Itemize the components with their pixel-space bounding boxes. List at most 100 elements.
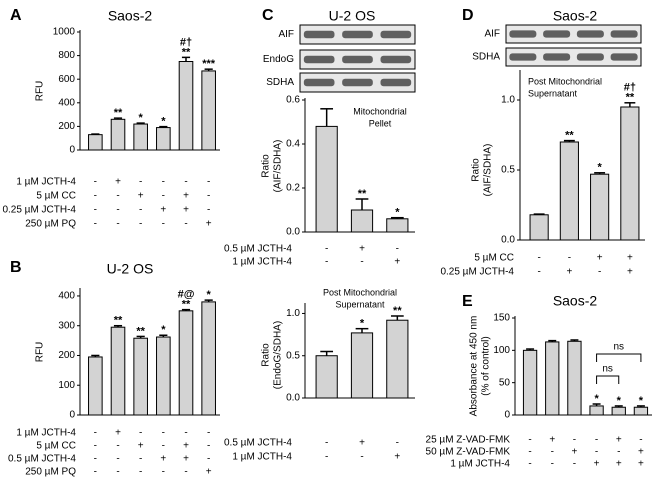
bar xyxy=(110,326,126,416)
blot-band xyxy=(509,53,537,61)
bar xyxy=(178,61,194,151)
condition-sign: - xyxy=(325,257,328,268)
condition-label: 5 µM CC xyxy=(36,441,76,452)
bar xyxy=(620,106,640,241)
significance: ** xyxy=(182,299,191,311)
blot-band xyxy=(342,30,373,39)
y-tick-label: 0.5 xyxy=(286,350,300,361)
bar xyxy=(386,218,409,233)
significance: ** xyxy=(393,305,402,317)
significance: #† xyxy=(624,82,636,94)
bar xyxy=(633,406,649,416)
condition-sign: - xyxy=(94,219,97,230)
y-tick-label: 0.2 xyxy=(286,183,300,194)
condition-sign: - xyxy=(184,177,187,188)
y-tick-label: 0.0 xyxy=(501,235,515,246)
y-tick-label: 300 xyxy=(58,320,75,331)
panel-title: Saos-2 xyxy=(553,8,598,24)
condition-sign: + xyxy=(183,454,189,465)
condition-sign: - xyxy=(139,428,142,439)
y-axis-label: Ratio xyxy=(261,343,272,367)
bar xyxy=(611,406,626,416)
condition-sign: - xyxy=(184,219,187,230)
bar xyxy=(559,141,579,241)
annotation: Pellet xyxy=(369,118,392,128)
condition-sign: - xyxy=(325,438,328,449)
condition-sign: + xyxy=(597,253,603,264)
condition-sign: - xyxy=(573,435,576,446)
bar xyxy=(567,340,582,416)
y-tick-label: 0 xyxy=(69,410,75,421)
condition-sign: - xyxy=(94,467,97,478)
bar xyxy=(201,70,216,151)
condition-label: 0.5 µM JCTH-4 xyxy=(224,438,292,449)
significance: * xyxy=(617,395,622,407)
y-axis-label: (EndoG/SDHA) xyxy=(273,321,284,389)
y-axis-label: RFU xyxy=(35,342,46,363)
condition-sign: - xyxy=(94,428,97,439)
annotation: Post Mitochondrial xyxy=(323,287,397,297)
condition-sign: - xyxy=(537,267,540,278)
annotation: Supernatant xyxy=(528,88,578,98)
blot-band xyxy=(610,30,638,38)
y-axis-label: Ratio xyxy=(471,158,482,182)
significance: * xyxy=(161,116,166,128)
condition-sign: - xyxy=(116,205,119,216)
condition-sign: - xyxy=(207,191,210,202)
blot xyxy=(505,47,642,67)
condition-label: 0.25 µM JCTH-4 xyxy=(440,267,514,278)
y-axis-label: Ratio xyxy=(261,154,272,178)
blot-band xyxy=(380,55,412,64)
bar xyxy=(156,336,171,416)
condition-sign: - xyxy=(551,447,554,458)
y-tick-label: 0.6 xyxy=(286,95,300,106)
bar xyxy=(133,337,148,416)
panel-title: Saos-2 xyxy=(108,8,153,24)
condition-sign: - xyxy=(325,452,328,463)
blot-band xyxy=(342,55,373,64)
condition-sign: - xyxy=(207,177,210,188)
significance: * xyxy=(639,395,644,407)
condition-label: 1 µM JCTH-4 xyxy=(450,459,510,470)
condition-label: 25 µM Z-VAD-FMK xyxy=(426,435,511,446)
comparison-bracket xyxy=(596,375,620,384)
blot-band xyxy=(303,78,335,87)
condition-sign: + xyxy=(594,459,600,470)
condition-sign: - xyxy=(162,428,165,439)
condition-sign: - xyxy=(94,454,97,465)
condition-sign: - xyxy=(116,454,119,465)
blot-band xyxy=(610,53,638,61)
y-tick-label: 100 xyxy=(493,345,510,356)
blot-band xyxy=(543,53,571,61)
condition-label: 0.5 µM JCTH-4 xyxy=(8,454,76,465)
condition-sign: - xyxy=(94,177,97,188)
y-axis-label: RFU xyxy=(35,81,46,102)
y-tick-label: 200 xyxy=(58,121,75,132)
condition-sign: - xyxy=(528,435,531,446)
blot xyxy=(505,24,642,44)
bar xyxy=(315,125,338,233)
y-axis-label: Absorbance at 450 nm xyxy=(469,316,480,417)
condition-sign: + xyxy=(160,454,166,465)
condition-label: 250 µM PQ xyxy=(25,467,76,478)
condition-sign: - xyxy=(595,435,598,446)
y-tick-label: 1000 xyxy=(53,27,76,38)
bar xyxy=(201,301,216,416)
significance: * xyxy=(594,393,599,405)
condition-sign: - xyxy=(184,467,187,478)
bar xyxy=(88,134,103,151)
condition-sign: + xyxy=(160,205,166,216)
panel-letter: D xyxy=(462,7,474,24)
bar xyxy=(110,118,126,151)
panel-letter: C xyxy=(262,7,274,24)
blot-band xyxy=(380,30,412,39)
condition-sign: - xyxy=(162,467,165,478)
y-tick-label: 400 xyxy=(58,97,75,108)
significance: * xyxy=(597,162,602,174)
condition-sign: - xyxy=(325,244,328,255)
panel-letter: E xyxy=(462,293,473,310)
blot-band xyxy=(380,78,412,87)
condition-sign: - xyxy=(595,447,598,458)
condition-sign: + xyxy=(627,267,633,278)
